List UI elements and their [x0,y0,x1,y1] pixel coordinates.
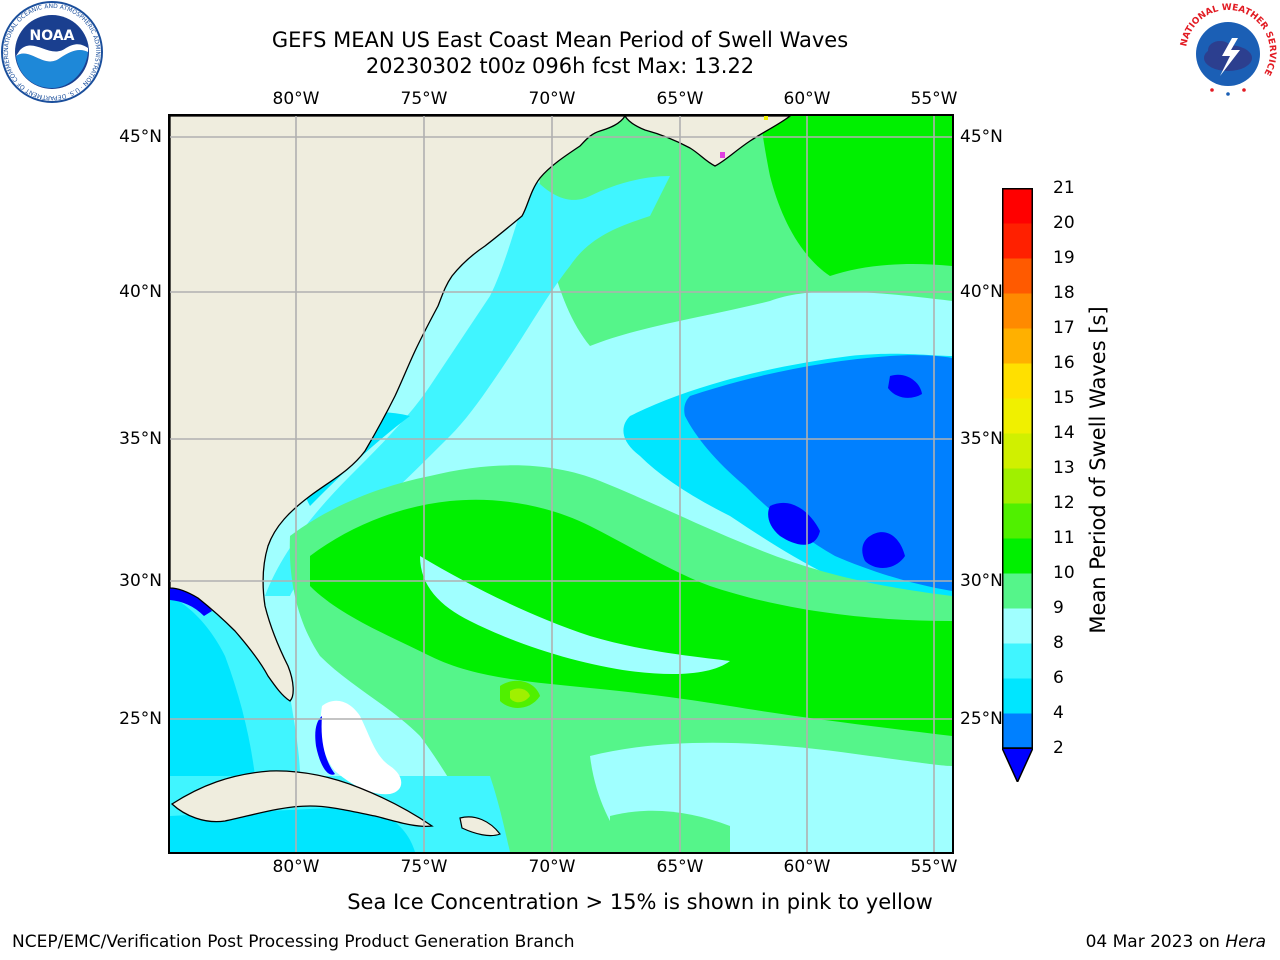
chart-subtitle: 20230302 t00z 096h fcst Max: 13.22 [365,54,755,78]
colorbar-tick-label: 13 [1053,458,1075,478]
field-lt2s-mid-2 [862,532,905,568]
field-6-8s-coast [265,176,670,596]
datestamp: 04 Mar 2023 on Hera [1086,932,1266,952]
sea-ice-marker [720,152,725,158]
land-north-america [170,116,626,702]
colorbar-tick-label: 12 [1053,493,1075,513]
colorbar-tick-label: 19 [1053,248,1075,268]
lon-label-top-70w: 70°W [528,89,576,109]
field-12-13s-spot [510,688,530,703]
lat-label-left-30n: 30°N [119,571,162,591]
lat-label-left-25n: 25°N [119,709,162,729]
colorbar-segment [1002,363,1033,399]
colorbar-segment [1002,643,1033,679]
chart-title: GEFS MEAN US East Coast Mean Period of S… [271,28,849,52]
lon-label-top-80w: 80°W [272,89,320,109]
noaa-wordmark: NOAA [30,28,75,44]
lat-label-right-40n: 40°N [960,282,1003,302]
field-lt2s-gulf-edge [170,586,212,616]
colorbar-tick-label: 14 [1053,423,1075,443]
colorbar-tick-label: 11 [1053,528,1075,548]
lon-label-bottom-65w: 65°W [656,857,704,877]
colorbar-tick-label: 4 [1053,703,1064,723]
lat-label-right-35n: 35°N [960,429,1003,449]
colorbar-tick-label: 15 [1053,388,1075,408]
colorbar-tick-label: 2 [1053,738,1064,758]
field-10-11s-north [760,116,952,276]
machine-name: Hera [1225,932,1266,952]
colorbar-tick-label: 8 [1053,633,1064,653]
sea-ice-note: Sea Ice Concentration > 15% is shown in … [347,890,933,914]
lon-label-bottom-80w: 80°W [272,857,320,877]
bahamas-shallow-edge [315,716,335,775]
colorbar-segment [1002,433,1033,469]
colorbar-segment [1002,258,1033,294]
colorbar-segment [1002,328,1033,364]
noaa-logo: NATIONAL OCEANIC AND ATMOSPHERIC ADMINIS… [0,0,103,103]
colorbar-tick-label: 9 [1053,598,1064,618]
land-nova-scotia [624,116,792,167]
colorbar-segment [1002,223,1033,259]
colorbar-segment [1002,293,1033,329]
lat-label-right-30n: 30°N [960,571,1003,591]
land-hispaniola [459,816,501,837]
lat-label-right-25n: 25°N [960,709,1003,729]
colorbar-segment [1002,573,1033,609]
colorbar-segment [1002,188,1033,224]
lat-label-left-35n: 35°N [119,429,162,449]
lat-label-right-45n: 45°N [960,127,1003,147]
bahamas-shallow [320,700,402,795]
lat-label-left-40n: 40°N [119,282,162,302]
swell-period-map [168,114,954,854]
lon-label-top-75w: 75°W [400,89,448,109]
field-4-6s-gulf [170,596,255,776]
lon-label-top-60w: 60°W [783,89,831,109]
colorbar-tick-label: 10 [1053,563,1075,583]
colorbar-tick-label: 20 [1053,213,1075,233]
lon-label-bottom-70w: 70°W [528,857,576,877]
date-text: 04 Mar 2023 on [1085,932,1226,952]
nws-logo: NATIONAL WEATHER SERVICE [1178,2,1278,102]
colorbar-segment [1002,713,1033,749]
colorbar-segment [1002,468,1033,504]
land-cuba [170,770,434,827]
credits: NCEP/EMC/Verification Post Processing Pr… [12,932,575,952]
colorbar-tick-label: 17 [1053,318,1075,338]
field-lt2s-mid-3 [888,374,922,398]
colorbar-segment [1002,608,1033,644]
lon-label-top-65w: 65°W [656,89,704,109]
sea-ice-marker-2 [764,116,768,120]
colorbar-tick-label: 21 [1053,178,1075,198]
lon-label-top-55w: 55°W [910,89,958,109]
colorbar [1002,188,1033,782]
colorbar-extend-triangle [1002,747,1033,782]
colorbar-label: Mean Period of Swell Waves [s] [1086,306,1110,634]
lon-label-bottom-55w: 55°W [910,857,958,877]
colorbar-tick-label: 18 [1053,283,1075,303]
lon-label-bottom-75w: 75°W [400,857,448,877]
field-10-11s-south [310,499,952,736]
field-9-10s-bottom-patch [610,810,730,852]
colorbar-segment [1002,678,1033,714]
colorbar-segment [1002,398,1033,434]
colorbar-tick-label: 6 [1053,668,1064,688]
colorbar-segment [1002,503,1033,539]
graticule [170,116,952,852]
field-2-4s-mid [684,355,952,591]
colorbar-tick-label: 16 [1053,353,1075,373]
lat-label-left-45n: 45°N [119,127,162,147]
lon-label-bottom-60w: 60°W [783,857,831,877]
map-canvas [170,116,952,852]
colorbar-segment [1002,538,1033,574]
field-8-9s-band [420,556,730,674]
